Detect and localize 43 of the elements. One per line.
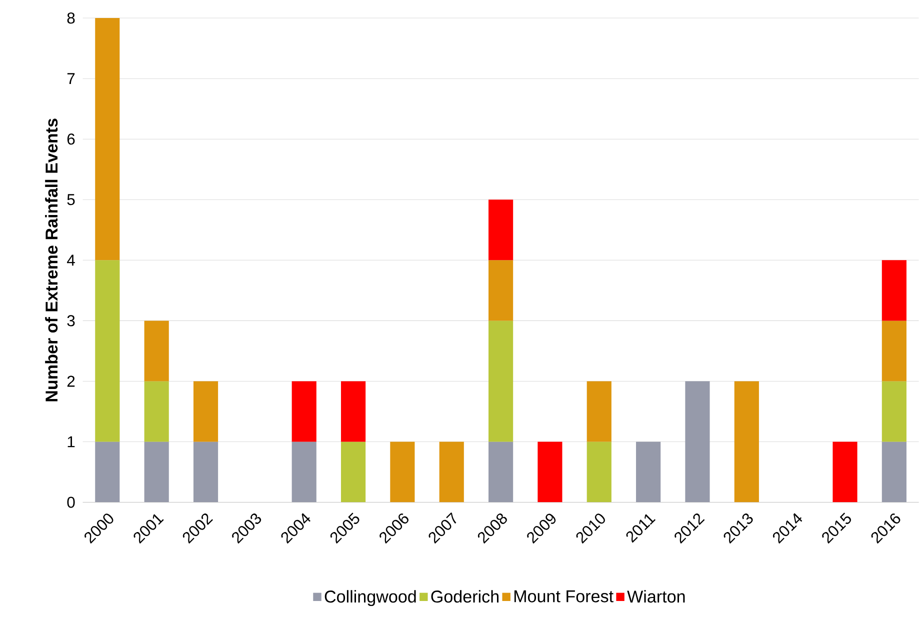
bar	[832, 442, 858, 502]
bar	[488, 320, 514, 442]
bar	[340, 381, 366, 442]
legend-label: Wiarton	[627, 590, 685, 603]
bar	[292, 442, 316, 502]
bar	[586, 442, 612, 502]
bar	[882, 320, 906, 382]
legend-label: Goderich	[431, 590, 498, 603]
bar	[882, 381, 906, 442]
bar	[636, 442, 661, 502]
bar	[193, 442, 218, 502]
bar	[144, 442, 169, 502]
y-tick-label: 3	[67, 315, 75, 326]
bar	[144, 381, 169, 442]
bar	[586, 381, 612, 442]
bar	[95, 260, 120, 442]
bar	[488, 442, 514, 502]
bar	[193, 381, 218, 442]
y-tick-label: 5	[67, 194, 75, 206]
bar	[292, 381, 316, 442]
y-tick-label: 6	[67, 134, 75, 145]
bar	[95, 442, 120, 502]
y-tick-label: 8	[67, 12, 75, 24]
bar	[685, 381, 710, 502]
bar	[488, 260, 514, 321]
bar	[390, 442, 415, 502]
bar	[734, 381, 759, 502]
y-axis-title: Number of Extreme Rainfall Events	[45, 118, 58, 402]
bar	[340, 442, 366, 502]
legend-label: Collingwood	[324, 590, 416, 606]
y-tick-label: 1	[68, 436, 75, 448]
bar	[538, 442, 562, 502]
bar	[144, 320, 169, 382]
bar	[95, 18, 120, 260]
y-tick-label: 7	[67, 73, 75, 84]
bar	[439, 442, 464, 502]
y-tick-label: 0	[67, 496, 75, 508]
bar	[882, 442, 906, 502]
y-tick-label: 4	[67, 254, 75, 266]
legend-label: Mount Forest	[514, 590, 614, 602]
bar	[882, 260, 906, 321]
y-tick-label: 2	[67, 376, 75, 387]
bar	[488, 200, 514, 260]
